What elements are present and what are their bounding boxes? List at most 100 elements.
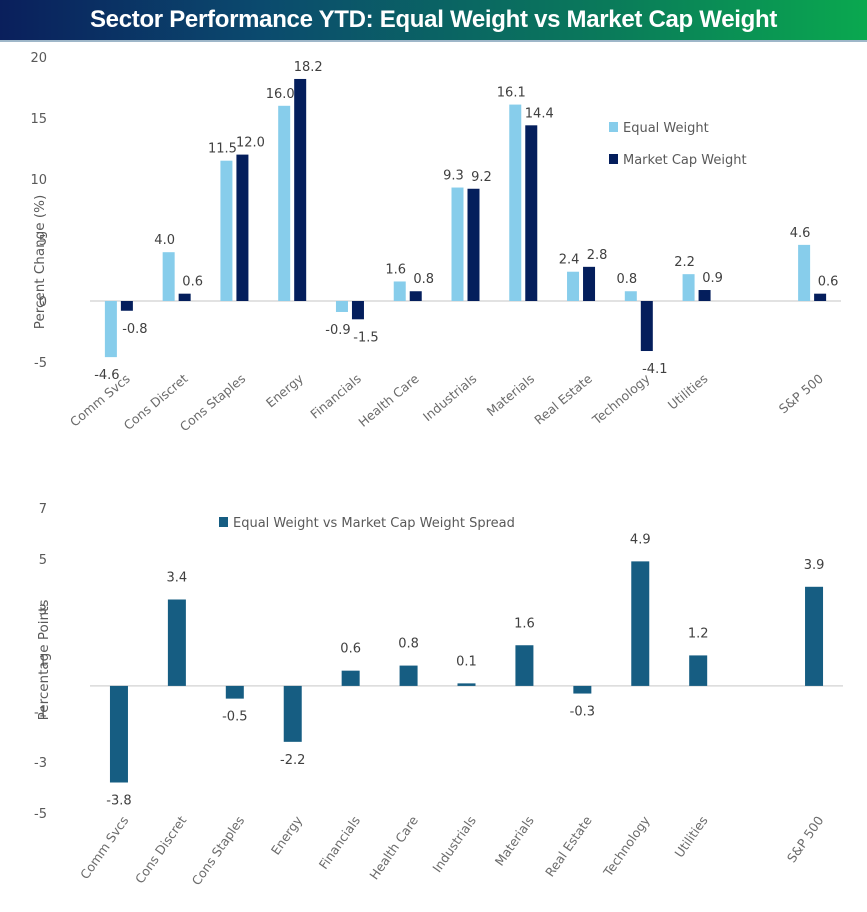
bar-market-cap-weight-real-estate xyxy=(583,266,596,301)
legend-label-equal-weight: Equal Weight xyxy=(623,121,709,136)
bar-equal-weight-cons-discret xyxy=(162,252,175,301)
bar-equal-weight-materials xyxy=(509,104,522,301)
legend-swatch-equal-weight xyxy=(609,122,618,132)
data-label-equal-weight-vs-market-cap-weight-spread-health-care: 0.8 xyxy=(398,637,419,652)
data-label-equal-weight-vs-market-cap-weight-spread-technology: 4.9 xyxy=(630,532,651,547)
data-label-market-cap-weight-sandp-500: 0.6 xyxy=(818,275,839,290)
data-label-equal-weight-vs-market-cap-weight-spread-materials: 1.6 xyxy=(514,616,535,631)
data-label-equal-weight-technology: 0.8 xyxy=(616,272,637,287)
data-label-equal-weight-vs-market-cap-weight-spread-sandp-500: 3.9 xyxy=(804,558,825,573)
y-tick-label: 0 xyxy=(39,295,47,310)
bar-market-cap-weight-industrials xyxy=(467,188,480,301)
data-label-equal-weight-utilities: 2.2 xyxy=(674,255,695,270)
y-tick-label: 3 xyxy=(39,604,47,619)
bar-equal-weight-sandp-500 xyxy=(798,244,811,301)
bar-equal-weight-vs-market-cap-weight-spread-comm-svcs xyxy=(109,685,128,783)
bar-equal-weight-vs-market-cap-weight-spread-technology xyxy=(631,561,650,686)
data-label-equal-weight-financials: -0.9 xyxy=(325,323,350,338)
x-category-label: Cons Staples xyxy=(189,813,248,888)
legend: Equal Weight Market Cap Weight xyxy=(609,121,747,168)
y-tick-label: 15 xyxy=(30,112,47,127)
data-label-equal-weight-sandp-500: 4.6 xyxy=(790,226,811,241)
top-chart-sector-performance: 20 15 10 5 0 -5 Percent Change (%) -4.6 -0.8 4.… xyxy=(30,51,841,434)
data-label-market-cap-weight-cons-staples: 12.0 xyxy=(236,136,265,151)
title-banner: Sector Performance YTD: Equal Weight vs … xyxy=(0,0,867,42)
bar-market-cap-weight-utilities xyxy=(698,290,711,301)
data-label-equal-weight-vs-market-cap-weight-spread-energy: -2.2 xyxy=(280,753,305,768)
y-tick-label: -1 xyxy=(34,705,47,720)
data-label-market-cap-weight-cons-discret: 0.6 xyxy=(182,275,203,290)
bar-equal-weight-vs-market-cap-weight-spread-industrials xyxy=(457,683,476,686)
data-label-market-cap-weight-health-care: 0.8 xyxy=(413,272,434,287)
bars xyxy=(109,561,824,783)
bar-equal-weight-financials xyxy=(335,301,348,312)
x-category-label: Industrials xyxy=(429,813,479,875)
data-label-market-cap-weight-financials: -1.5 xyxy=(353,330,378,345)
x-category-label: Energy xyxy=(268,813,306,858)
x-category-label: Technology xyxy=(589,370,654,428)
bar-market-cap-weight-financials xyxy=(351,301,364,320)
bar-equal-weight-health-care xyxy=(393,281,406,301)
x-category-label: Comm Svcs xyxy=(77,813,131,882)
data-label-equal-weight-vs-market-cap-weight-spread-cons-discret: 3.4 xyxy=(167,571,188,586)
bar-equal-weight-comm-svcs xyxy=(104,301,117,358)
data-label-equal-weight-comm-svcs: -4.6 xyxy=(94,368,119,383)
data-label-equal-weight-materials: 16.1 xyxy=(497,86,526,101)
data-label-market-cap-weight-energy: 18.2 xyxy=(294,60,323,75)
data-label-equal-weight-energy: 16.0 xyxy=(266,87,295,102)
x-category-label: Materials xyxy=(484,371,538,419)
data-label-market-cap-weight-industrials: 9.2 xyxy=(471,170,492,185)
y-tick-label: 7 xyxy=(39,502,47,517)
x-category-label: Energy xyxy=(263,370,307,410)
x-category-label: S&P 500 xyxy=(784,813,827,865)
data-label-equal-weight-vs-market-cap-weight-spread-industrials: 0.1 xyxy=(456,654,477,669)
legend-swatch-market-cap-weight xyxy=(609,154,618,164)
x-category-label: Industrials xyxy=(420,371,480,424)
data-label-equal-weight-cons-discret: 4.0 xyxy=(154,233,175,248)
x-category-label: Cons Discret xyxy=(132,813,189,886)
y-axis-title: Percentage Points xyxy=(36,600,52,721)
bar-equal-weight-real-estate xyxy=(567,271,580,301)
x-category-label: Utilities xyxy=(671,813,710,860)
x-category-label: Technology xyxy=(600,813,653,880)
data-label-equal-weight-vs-market-cap-weight-spread-comm-svcs: -3.8 xyxy=(106,794,131,809)
legend: Equal Weight vs Market Cap Weight Spread xyxy=(219,516,515,531)
x-category-label: Health Care xyxy=(366,813,421,882)
x-category-label: Real Estate xyxy=(542,813,595,880)
x-category-label: Financials xyxy=(316,813,363,872)
data-label-equal-weight-health-care: 1.6 xyxy=(385,262,406,277)
data-label-equal-weight-vs-market-cap-weight-spread-financials: 0.6 xyxy=(340,642,361,657)
bar-equal-weight-vs-market-cap-weight-spread-health-care xyxy=(399,665,418,686)
legend-swatch-spread xyxy=(219,517,228,527)
data-label-market-cap-weight-comm-svcs: -0.8 xyxy=(122,322,147,337)
x-category-label: Financials xyxy=(307,371,364,422)
x-category-label: Materials xyxy=(492,813,537,869)
x-category-label: S&P 500 xyxy=(776,371,826,417)
y-tick-label: 5 xyxy=(39,553,47,568)
x-category-label: Real Estate xyxy=(531,371,595,428)
bar-equal-weight-energy xyxy=(278,105,291,301)
bar-equal-weight-vs-market-cap-weight-spread-utilities xyxy=(689,655,708,686)
bar-equal-weight-vs-market-cap-weight-spread-materials xyxy=(515,645,534,686)
x-category-label: Utilities xyxy=(665,371,711,413)
data-label-equal-weight-industrials: 9.3 xyxy=(443,169,464,184)
bar-market-cap-weight-cons-staples xyxy=(236,154,249,301)
data-labels: -3.8 3.4 -0.5 -2.2 0.6 0.8 0.1 1.6 -0.3 4.9 1.2 3.9 xyxy=(106,532,824,808)
y-axis-title: Percent Change (%) xyxy=(32,195,48,329)
bar-equal-weight-cons-staples xyxy=(220,160,233,301)
data-label-market-cap-weight-real-estate: 2.8 xyxy=(587,248,608,263)
data-label-equal-weight-vs-market-cap-weight-spread-utilities: 1.2 xyxy=(688,626,709,641)
bar-market-cap-weight-technology xyxy=(640,301,653,352)
data-label-market-cap-weight-utilities: 0.9 xyxy=(702,271,723,286)
bars xyxy=(104,78,827,358)
bottom-chart-spread: 7 5 3 1 -1 -3 -5 Percentage Points -3.8 3.4 -0.5… xyxy=(34,502,843,888)
data-label-equal-weight-cons-staples: 11.5 xyxy=(208,142,237,157)
bar-equal-weight-vs-market-cap-weight-spread-real-estate xyxy=(573,685,592,694)
y-tick-label: 20 xyxy=(30,51,47,66)
y-tick-label: -5 xyxy=(34,807,47,822)
data-label-equal-weight-vs-market-cap-weight-spread-cons-staples: -0.5 xyxy=(222,710,247,725)
bar-equal-weight-vs-market-cap-weight-spread-sandp-500 xyxy=(805,586,824,686)
x-category-label: Health Care xyxy=(355,371,422,430)
y-tick-label: -5 xyxy=(34,356,47,371)
